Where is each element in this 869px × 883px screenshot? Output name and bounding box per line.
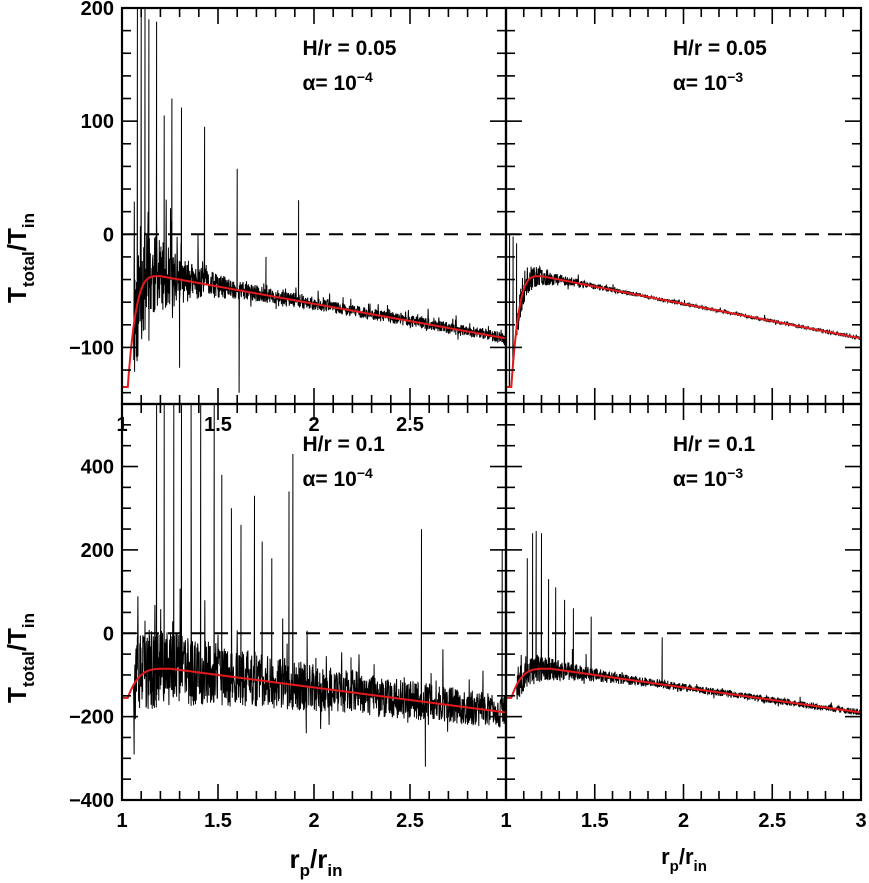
panel-bottom-right-alpha-label: α= 10−3: [673, 465, 744, 491]
y-axis-title-bottom: Ttotal/Tin: [2, 613, 38, 703]
x-tick-label: 2.5: [758, 810, 786, 832]
panel-top-right-curves: [506, 234, 861, 388]
y-tick-label: 200: [81, 540, 114, 562]
x-tick-label: 1.5: [581, 810, 609, 832]
x-tick-label: 1.5: [204, 414, 232, 436]
x-tick-label: 2.5: [396, 810, 424, 832]
simulation-torque-line: [122, 8, 506, 393]
simulation-torque-line: [122, 404, 506, 767]
panel-top-left-alpha-label: α= 10−4: [302, 69, 373, 95]
panel-bottom-right-curves: [506, 531, 861, 716]
panel-top-left-hr-label: H/r = 0.05: [302, 37, 396, 60]
panel-bottom-left-curves: [122, 404, 506, 767]
panel-top-right-hr-label: H/r = 0.05: [673, 37, 767, 60]
panel-top-right: H/r = 0.05 α= 10−3: [504, 6, 863, 406]
panel-top-left-curves: [122, 8, 506, 393]
x-tick-label: 2: [308, 414, 319, 436]
y-tick-label: −200: [69, 707, 114, 729]
panel-top-right-alpha-label: α= 10−3: [673, 69, 744, 95]
analytic-model-line: [506, 667, 861, 714]
y-tick-label: 400: [81, 457, 114, 479]
panel-bottom-right-frame: [504, 402, 863, 802]
panel-top-right-ticks: [505, 7, 862, 404]
analytic-model-line: [122, 275, 506, 388]
x-axis-title-left: rp/rin: [290, 844, 343, 880]
analytic-model-line: [506, 275, 861, 388]
analytic-model-line: [122, 667, 506, 714]
panel-bottom-right-hr-label: H/r = 0.1: [673, 433, 756, 456]
panel-bottom-right: 1 1.5 2 2.5 3 H/r = 0.1 α= 10−3: [500, 402, 867, 832]
y-tick-label: 200: [81, 0, 114, 20]
y-tick-label: 0: [103, 623, 114, 645]
x-tick-label: 1.5: [204, 810, 232, 832]
y-axis-title-top: Ttotal/Tin: [2, 213, 38, 303]
x-tick-label: 2.5: [396, 414, 424, 436]
panel-bottom-left-alpha-label: α= 10−4: [302, 465, 373, 491]
x-tick-label: 2: [678, 810, 689, 832]
x-axis-title-right: rp/rin: [661, 844, 707, 875]
y-tick-label: 0: [103, 224, 114, 246]
y-tick-label: −400: [69, 790, 114, 812]
x-tick-label: 3: [855, 810, 866, 832]
y-tick-label: 100: [81, 111, 114, 133]
panel-top-right-frame: [504, 6, 863, 406]
y-tick-label: −100: [69, 337, 114, 359]
x-tick-label: 1: [500, 810, 511, 832]
x-tick-label: 1: [116, 810, 127, 832]
panel-bottom-left-hr-label: H/r = 0.1: [302, 433, 385, 456]
x-tick-label: 2: [308, 810, 319, 832]
simulation-torque-line: [506, 234, 861, 388]
